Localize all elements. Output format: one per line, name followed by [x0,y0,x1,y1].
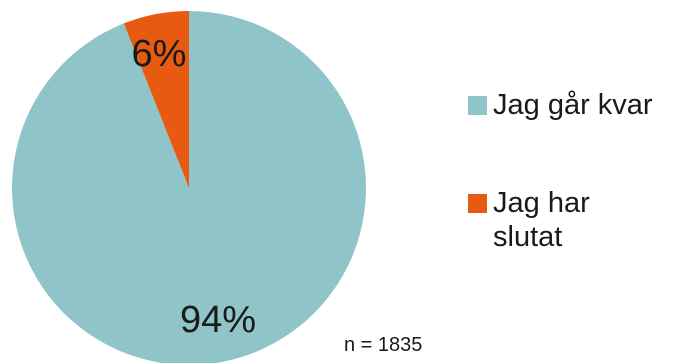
slice-value-label-0: 94% [180,299,256,341]
pie-slice-1 [123,11,189,188]
legend-item-jag-gar-kvar: Jag går kvar [468,88,699,122]
legend-label-jag-har-slutat: Jag har slutat [493,187,590,253]
legend-swatch-jag-har-slutat [468,194,487,213]
sample-size-note: n = 1835 [344,334,423,356]
legend-label-jag-gar-kvar: Jag går kvar [493,89,653,121]
pie-slice-0 [12,11,366,363]
legend-item-jag-har-slutat: Jag har slutat [468,186,618,254]
slice-value-label-1: 6% [132,33,187,75]
legend-swatch-jag-gar-kvar [468,96,487,115]
